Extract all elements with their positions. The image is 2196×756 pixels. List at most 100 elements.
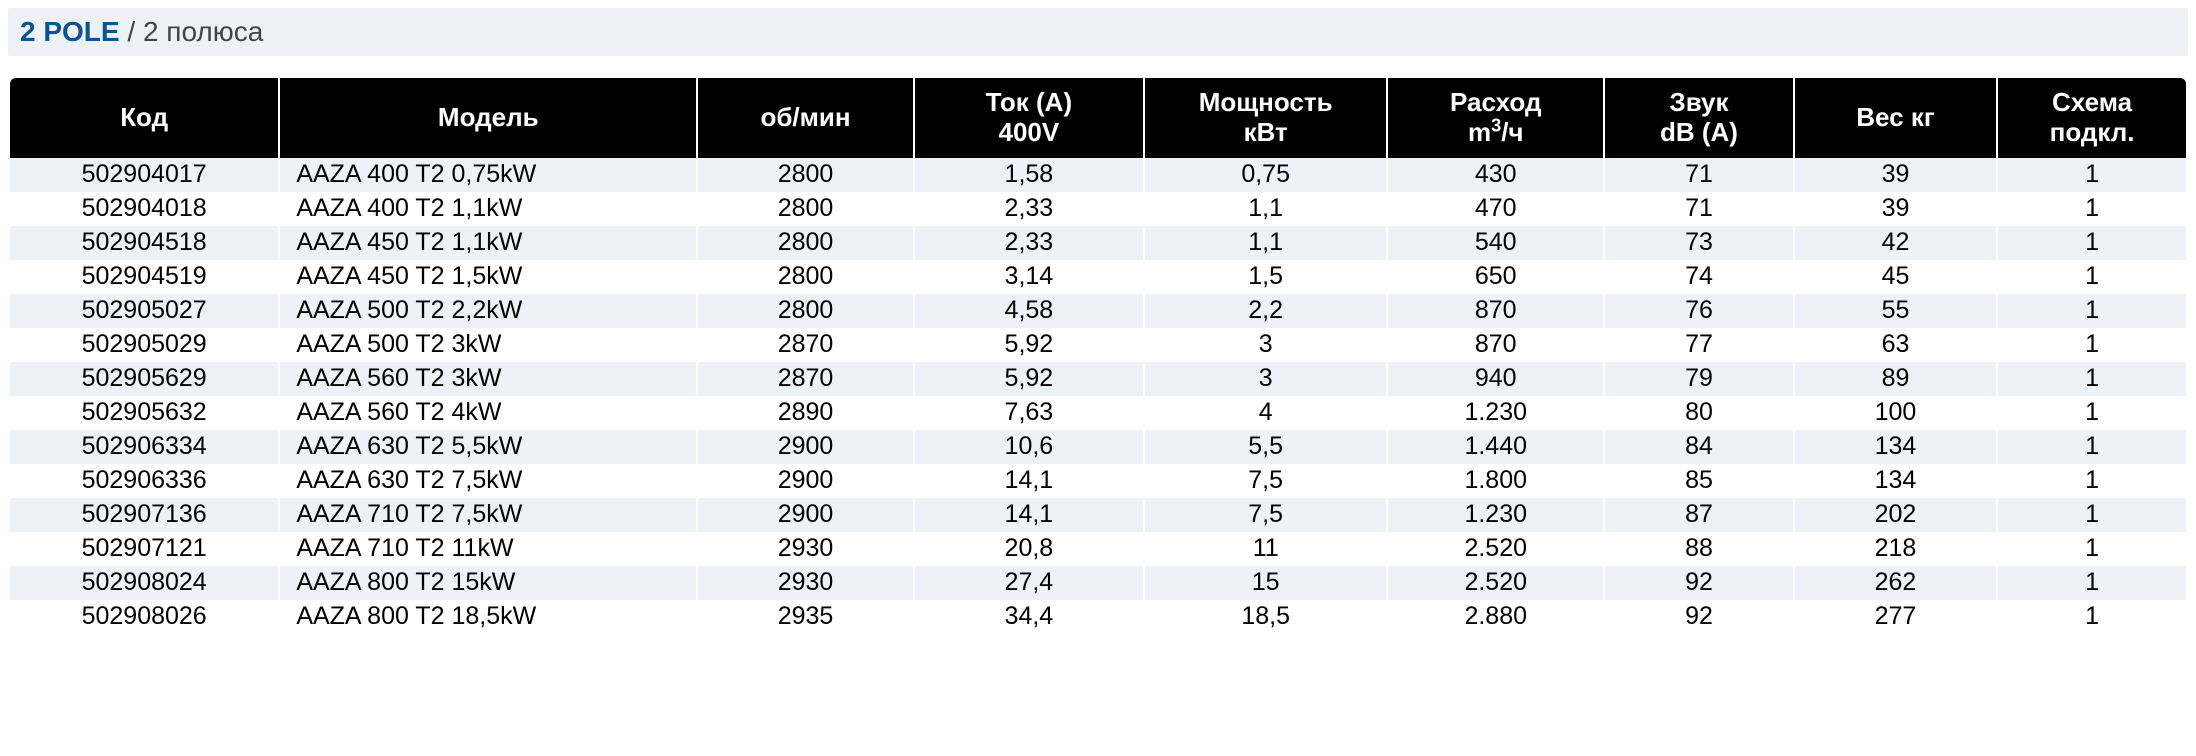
- table-cell: 1,5: [1145, 260, 1386, 294]
- table-cell: 1.440: [1388, 430, 1603, 464]
- table-cell: 1.230: [1388, 396, 1603, 430]
- table-cell: 89: [1795, 362, 1996, 396]
- table-cell: 2,33: [915, 226, 1143, 260]
- table-cell: 3: [1145, 328, 1386, 362]
- table-cell: 2900: [698, 430, 913, 464]
- section-title-rest: 2 полюса: [143, 16, 263, 47]
- table-cell: AAZA 710 T2 7,5kW: [280, 498, 696, 532]
- table-cell: 5,92: [915, 328, 1143, 362]
- table-cell: 1.230: [1388, 498, 1603, 532]
- table-cell: AAZA 800 T2 15kW: [280, 566, 696, 600]
- table-cell: 87: [1605, 498, 1793, 532]
- table-row: 502904518AAZA 450 T2 1,1kW28002,331,1540…: [10, 226, 2186, 260]
- table-cell: 502908026: [10, 600, 278, 634]
- table-row: 502906336AAZA 630 T2 7,5kW290014,17,51.8…: [10, 464, 2186, 498]
- table-cell: 80: [1605, 396, 1793, 430]
- table-cell: 14,1: [915, 464, 1143, 498]
- table-cell: AAZA 500 T2 2,2kW: [280, 294, 696, 328]
- table-cell: AAZA 500 T2 3kW: [280, 328, 696, 362]
- table-cell: 5,5: [1145, 430, 1386, 464]
- table-row: 502905027AAZA 500 T2 2,2kW28004,582,2870…: [10, 294, 2186, 328]
- table-cell: 71: [1605, 158, 1793, 192]
- table-cell: 502905029: [10, 328, 278, 362]
- table-cell: AAZA 450 T2 1,5kW: [280, 260, 696, 294]
- table-cell: 2,2: [1145, 294, 1386, 328]
- section-title-sep: /: [120, 16, 143, 47]
- col-header-cur: Ток (А)400V: [915, 78, 1143, 158]
- col-header-scheme: Схемаподкл.: [1998, 78, 2186, 158]
- col-header-flow-l1: Расход: [1450, 87, 1541, 117]
- table-cell: 1: [1998, 362, 2186, 396]
- table-cell: 1: [1998, 532, 2186, 566]
- table-cell: 45: [1795, 260, 1996, 294]
- table-cell: 870: [1388, 328, 1603, 362]
- table-cell: 1: [1998, 328, 2186, 362]
- table-cell: 11: [1145, 532, 1386, 566]
- table-row: 502904519AAZA 450 T2 1,5kW28003,141,5650…: [10, 260, 2186, 294]
- table-cell: 202: [1795, 498, 1996, 532]
- table-cell: 650: [1388, 260, 1603, 294]
- col-header-pow: МощностькВт: [1145, 78, 1386, 158]
- table-row: 502905632AAZA 560 T2 4kW28907,6341.23080…: [10, 396, 2186, 430]
- table-cell: 2935: [698, 600, 913, 634]
- table-cell: AAZA 630 T2 7,5kW: [280, 464, 696, 498]
- col-header-model: Модель: [280, 78, 696, 158]
- table-cell: 85: [1605, 464, 1793, 498]
- table-cell: 73: [1605, 226, 1793, 260]
- table-cell: 5,92: [915, 362, 1143, 396]
- table-cell: 540: [1388, 226, 1603, 260]
- table-row: 502908024AAZA 800 T2 15kW293027,4152.520…: [10, 566, 2186, 600]
- table-cell: 92: [1605, 600, 1793, 634]
- table-cell: 2930: [698, 532, 913, 566]
- table-cell: 84: [1605, 430, 1793, 464]
- table-cell: 2800: [698, 158, 913, 192]
- table-cell: 1: [1998, 226, 2186, 260]
- table-cell: AAZA 450 T2 1,1kW: [280, 226, 696, 260]
- table-cell: 88: [1605, 532, 1793, 566]
- table-cell: 100: [1795, 396, 1996, 430]
- table-cell: 2900: [698, 464, 913, 498]
- table-cell: 79: [1605, 362, 1793, 396]
- table-cell: 2800: [698, 192, 913, 226]
- table-cell: 502908024: [10, 566, 278, 600]
- table-cell: 27,4: [915, 566, 1143, 600]
- table-cell: 2.520: [1388, 532, 1603, 566]
- table-row: 502904017AAZA 400 T2 0,75kW28001,580,754…: [10, 158, 2186, 192]
- table-cell: 134: [1795, 464, 1996, 498]
- table-cell: 3: [1145, 362, 1386, 396]
- table-cell: 20,8: [915, 532, 1143, 566]
- table-cell: 7,63: [915, 396, 1143, 430]
- section-title-bar: 2 POLE / 2 полюса: [8, 8, 2188, 56]
- table-row: 502906334AAZA 630 T2 5,5kW290010,65,51.4…: [10, 430, 2186, 464]
- col-header-rpm: об/мин: [698, 78, 913, 158]
- col-header-weight: Вес кг: [1795, 78, 1996, 158]
- col-header-sound: ЗвукdB (A): [1605, 78, 1793, 158]
- table-cell: 34,4: [915, 600, 1143, 634]
- table-cell: 2870: [698, 362, 913, 396]
- table-cell: 4,58: [915, 294, 1143, 328]
- table-cell: 1,1: [1145, 192, 1386, 226]
- table-cell: 1,1: [1145, 226, 1386, 260]
- table-cell: 0,75: [1145, 158, 1386, 192]
- table-cell: 134: [1795, 430, 1996, 464]
- table-cell: 262: [1795, 566, 1996, 600]
- table-cell: 63: [1795, 328, 1996, 362]
- table-cell: 2890: [698, 396, 913, 430]
- table-row: 502908026AAZA 800 T2 18,5kW293534,418,52…: [10, 600, 2186, 634]
- table-cell: 42: [1795, 226, 1996, 260]
- table-cell: 2900: [698, 498, 913, 532]
- table-row: 502905029AAZA 500 T2 3kW28705,9238707763…: [10, 328, 2186, 362]
- table-cell: 71: [1605, 192, 1793, 226]
- table-cell: 1: [1998, 158, 2186, 192]
- table-cell: AAZA 800 T2 18,5kW: [280, 600, 696, 634]
- table-cell: 2,33: [915, 192, 1143, 226]
- table-cell: 2.880: [1388, 600, 1603, 634]
- table-cell: 1.800: [1388, 464, 1603, 498]
- table-cell: 1,58: [915, 158, 1143, 192]
- table-cell: 39: [1795, 192, 1996, 226]
- table-cell: 92: [1605, 566, 1793, 600]
- table-cell: 502905629: [10, 362, 278, 396]
- table-cell: 502905027: [10, 294, 278, 328]
- table-cell: 10,6: [915, 430, 1143, 464]
- table-cell: 2800: [698, 260, 913, 294]
